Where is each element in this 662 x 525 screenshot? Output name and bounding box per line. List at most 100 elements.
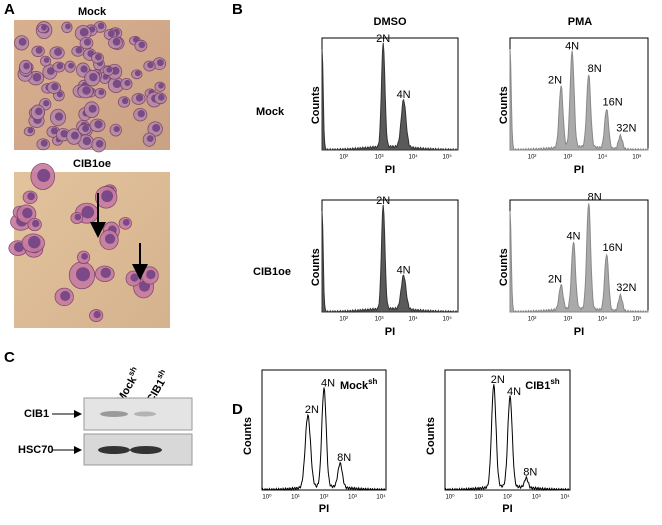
x-tick-label: 10³	[564, 155, 573, 161]
x-tick-label: 10⁴	[376, 494, 386, 501]
nucleus	[56, 62, 64, 70]
nucleus	[106, 66, 113, 73]
nucleus	[147, 61, 154, 69]
nucleus	[81, 252, 88, 260]
nucleus	[41, 24, 47, 31]
x-tick-label: 10⁵	[443, 316, 453, 323]
nucleus	[76, 267, 91, 282]
x-tick-label: 10²	[320, 495, 329, 501]
title-name: Mock	[340, 380, 369, 392]
nucleus	[79, 27, 89, 37]
panel-label: A	[4, 1, 15, 18]
band	[134, 411, 156, 417]
peak-label: 2N	[376, 195, 390, 207]
nucleus	[13, 242, 25, 253]
axis-label: Counts	[498, 86, 510, 124]
nucleus	[130, 273, 139, 282]
x-tick-label: 10²	[528, 155, 537, 161]
nucleus	[95, 53, 102, 61]
x-tick-label: 10⁵	[632, 316, 642, 323]
nucleus	[156, 59, 164, 67]
title-sup: sh	[368, 377, 377, 386]
nucleus	[46, 67, 55, 75]
nucleus	[146, 269, 156, 280]
nucleus	[74, 213, 82, 221]
panel-label: B	[232, 1, 243, 18]
peak-label: 4N	[566, 231, 580, 243]
histogram	[321, 204, 459, 314]
row-title: Mock	[256, 106, 285, 118]
nucleus	[22, 207, 33, 219]
nucleus	[104, 233, 116, 244]
nucleus	[31, 219, 40, 228]
x-tick-label: 10³	[532, 495, 541, 501]
x-tick-label: 10⁰	[445, 494, 455, 501]
peak-label: 8N	[523, 466, 537, 478]
axis-label: PI	[385, 164, 395, 176]
axis-label: Counts	[310, 248, 322, 286]
nucleus	[60, 129, 68, 138]
title-sup: sh	[550, 377, 559, 386]
peak-label: 2N	[548, 74, 562, 86]
histogram	[321, 42, 459, 152]
x-tick-label: 10⁴	[598, 154, 608, 161]
plot-frame	[321, 199, 459, 313]
peak-label: 2N	[305, 404, 319, 416]
nucleus	[60, 290, 71, 301]
x-tick-label: 10⁵	[443, 154, 453, 161]
peak-label: 8N	[588, 192, 602, 204]
nucleus	[158, 82, 164, 89]
x-tick-label: 10²	[503, 495, 512, 501]
x-tick-label: 10³	[375, 317, 384, 323]
nucleus	[112, 37, 121, 46]
nucleus	[50, 127, 58, 135]
histogram	[509, 49, 649, 151]
nucleus	[98, 89, 105, 96]
peak-label: 16N	[603, 97, 623, 109]
peak-label: 4N	[507, 386, 521, 398]
peak-label: 8N	[337, 452, 351, 464]
axis-label: PI	[574, 326, 584, 338]
axis-label: Counts	[498, 248, 510, 286]
nucleus	[37, 168, 51, 182]
cells	[14, 21, 167, 153]
nucleus	[107, 30, 115, 37]
nucleus	[138, 41, 146, 49]
nucleus	[88, 104, 97, 113]
nucleus	[113, 125, 120, 133]
nucleus	[152, 123, 161, 132]
nucleus	[100, 267, 111, 279]
x-tick-label: 10⁴	[598, 316, 608, 323]
nucleus	[54, 47, 63, 56]
histogram	[509, 203, 649, 313]
x-tick-label: 10¹	[474, 495, 483, 501]
nucleus	[95, 139, 104, 148]
plot-frame	[321, 37, 459, 151]
nucleus	[112, 79, 122, 89]
x-tick-label: 10²	[528, 317, 537, 323]
nucleus	[135, 94, 144, 102]
column-title: PMA	[568, 16, 593, 28]
nucleus	[146, 135, 154, 143]
nucleus	[51, 82, 59, 91]
plot-title: Mocksh	[340, 377, 378, 392]
panel-label: D	[232, 401, 243, 418]
axis-label: Counts	[310, 86, 322, 124]
nucleus	[121, 97, 129, 105]
peak-label: 2N	[491, 374, 505, 386]
x-tick-label: 10³	[564, 317, 573, 323]
x-tick-label: 10²	[339, 155, 348, 161]
peak-label: 32N	[616, 122, 636, 134]
nucleus	[43, 57, 50, 63]
x-tick-label: 10¹	[291, 495, 300, 501]
micrograph-title: Mock	[78, 6, 107, 18]
nucleus	[54, 112, 64, 121]
title-name: CIB1	[525, 380, 550, 392]
nucleus	[18, 37, 27, 46]
row-title: CIB1oe	[253, 266, 291, 278]
nucleus	[27, 127, 34, 134]
band-label: HSC70	[18, 444, 53, 456]
band	[130, 446, 162, 454]
histogram	[444, 384, 571, 492]
